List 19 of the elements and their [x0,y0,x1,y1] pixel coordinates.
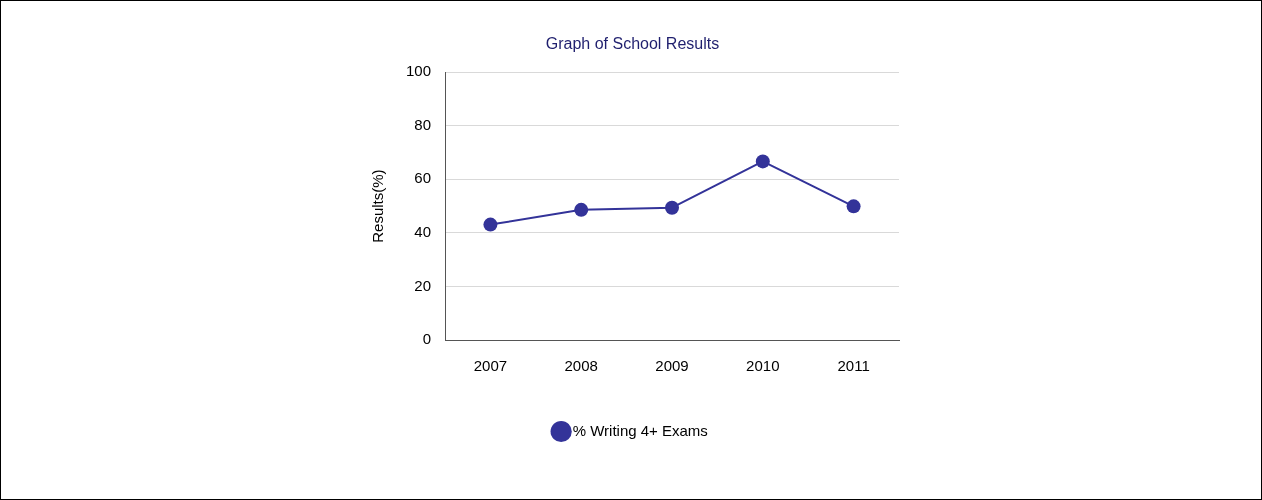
y-tick-label: 20 [414,276,432,294]
x-tick-label: 2010 [746,357,780,375]
point [755,154,770,169]
point [574,202,589,217]
point [846,199,861,214]
y-tick-label: 80 [414,115,432,133]
y-tick-label: 100 [406,62,432,80]
y-tick-label: 0 [422,330,432,348]
y-tick-label: 60 [414,169,432,187]
x-tick-label: 2007 [473,357,508,375]
x-tick-label: 2009 [655,357,689,375]
chart-title: Graph of School Results [545,35,720,53]
x-tick-label: 2011 [837,357,870,375]
y-tick-label: 40 [414,223,432,241]
legend-label: % Writing 4+ Exams [572,421,708,439]
point [665,200,680,215]
point [483,217,498,232]
x-tick-label: 2008 [564,357,598,375]
y-axis-title: Results(%) [369,169,387,243]
